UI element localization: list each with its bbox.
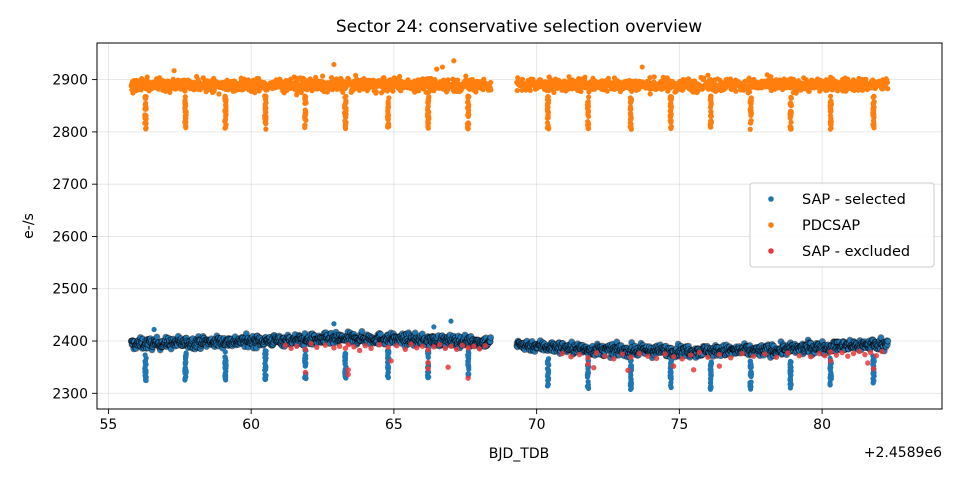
sap-selected-transit-point (303, 361, 309, 367)
chart-title: Sector 24: conservative selection overvi… (336, 17, 702, 37)
sap-selected-transit-point (342, 361, 348, 367)
sap-selected-transit-point (262, 362, 269, 369)
sap-selected-transit-point (183, 351, 189, 357)
sap-selected-transit-point (342, 350, 348, 357)
sap-selected-transit-point (183, 367, 189, 373)
sap-selected-transit-point (787, 376, 793, 382)
sap-selected-transit-point (708, 376, 714, 382)
sap-selected-transit-point (182, 375, 188, 381)
sap-selected-transit-point (667, 374, 673, 381)
sap-selected-outlier-point (151, 326, 157, 333)
sap-selected-transit-point (871, 358, 877, 364)
sap-selected-transit-point (545, 356, 552, 362)
sap-selected-transit-point (545, 383, 551, 389)
sap-selected-transit-point (465, 352, 471, 358)
pdcsap-point (144, 74, 150, 80)
sap-selected-point (885, 338, 891, 344)
pdcsap-point (294, 92, 300, 98)
sap-selected-transit-point (263, 374, 269, 380)
sap-selected-transit-point (870, 379, 876, 385)
sap-selected-outlier-point (331, 321, 337, 327)
sap-selected-transit-point (385, 375, 391, 381)
sap-selected-transit-point (223, 365, 229, 371)
sap-selected-point (488, 334, 494, 341)
pdcsap-point (373, 89, 379, 95)
sap-selected-transit-point (425, 354, 431, 360)
sap-selected-transit-point (667, 382, 674, 389)
sap-selected-transit-point (222, 349, 228, 355)
sap-selected-point (377, 331, 384, 337)
sap-selected-transit-point (546, 362, 552, 368)
sap-selected-transit-point (827, 382, 833, 388)
pdcsap-point (390, 88, 396, 94)
sap-selected-transit-point (142, 364, 148, 370)
sap-selected-transit-point (385, 353, 391, 359)
sap-selected-point (154, 334, 160, 340)
pdcsap-point (319, 73, 326, 79)
sap-selected-transit-point (787, 371, 793, 377)
sap-selected-transit-point (585, 379, 591, 385)
pdcsap-point (397, 73, 403, 80)
sap-selected-transit-point (302, 374, 309, 380)
sap-selected-transit-point (787, 382, 793, 388)
sap-selected-transit-point (628, 377, 634, 383)
sap-selected-outlier-point (448, 318, 454, 324)
sap-selected-transit-point (585, 369, 591, 375)
sap-selected-transit-point (748, 373, 754, 380)
sap-selected-transit-point (628, 372, 634, 378)
sap-selected-transit-point (222, 354, 228, 360)
sap-selected-transit-point (628, 385, 634, 391)
sap-selected-transit-point (708, 385, 714, 391)
sap-selected-outlier-point (431, 324, 437, 330)
sap-selected-point (412, 330, 418, 336)
sap-selected-transit-point (748, 379, 754, 385)
sap-selected-transit-point (262, 367, 268, 373)
sap-selected-transit-point (748, 364, 754, 370)
sap-selected-transit-point (545, 370, 551, 376)
sap-selected-transit-point (183, 359, 189, 365)
sap-selected-transit-point (385, 364, 391, 371)
sap-selected-transit-point (668, 369, 674, 375)
sap-selected-transit-point (262, 354, 268, 361)
sap-selected-transit-point (222, 374, 228, 380)
sap-selected-transit-point (385, 369, 391, 375)
sap-selected-transit-point (708, 363, 714, 369)
sap-selected-transit-point (828, 376, 834, 382)
sap-selected-transit-point (425, 374, 431, 381)
pdcsap-point (216, 91, 222, 97)
sap-selected-transit-point (465, 362, 471, 368)
sap-selected-transit-point (143, 371, 149, 378)
data-points (127, 58, 892, 393)
sap-selected-transit-point (143, 377, 149, 384)
sap-selected-series (127, 318, 892, 393)
sap-selected-point (359, 328, 365, 335)
